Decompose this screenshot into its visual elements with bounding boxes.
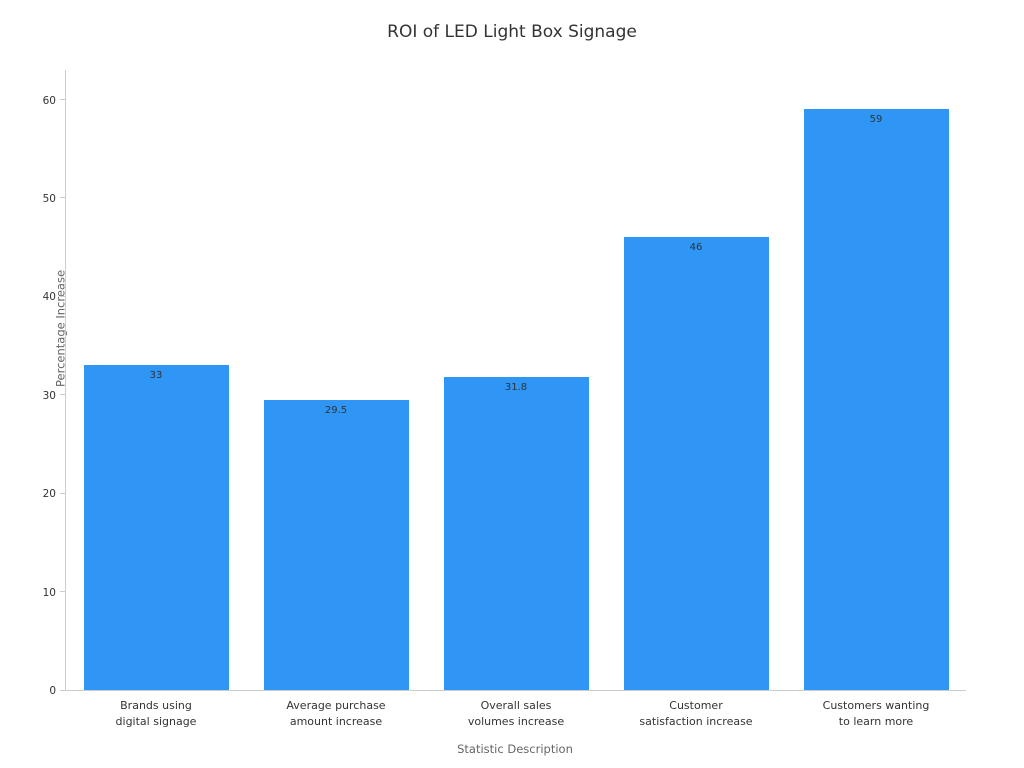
bar-value-label: 31.8 [504,382,528,394]
y-tick-mark [60,492,66,494]
x-tick-label: Average purchase amount increase [286,699,386,728]
x-tick-label: Customer satisfaction increase [639,699,753,728]
bar: 46 [623,237,769,690]
bar-value-label: 33 [149,370,163,382]
y-tick-mark [60,295,66,297]
y-tick-mark [60,591,66,593]
bar: 59 [803,109,949,690]
bar: 31.8 [443,377,589,690]
bar-value-label: 46 [689,242,703,254]
y-tick-mark [60,689,66,691]
x-tick-label: Brands using digital signage [115,699,197,728]
y-tick-mark [60,197,66,199]
bar-value-label: 59 [869,114,883,126]
y-tick-label: 40 [42,291,56,304]
y-tick-label: 30 [42,389,56,402]
y-tick-label: 50 [42,192,56,205]
x-tick-label: Overall sales volumes increase [467,699,565,728]
x-tick-label: Customers wanting to learn more [822,699,930,728]
plot-area: 0 10 20 30 40 50 60 33 Brands using digital sign… [43,70,966,728]
x-axis-label: Statistic Description [457,742,573,756]
y-tick-label: 20 [42,488,56,501]
y-tick-label: 0 [49,685,56,697]
y-tick-mark [60,99,66,101]
bar-value-label: 29.5 [324,404,348,416]
y-tick-label: 10 [42,586,56,599]
bar: 33 [83,365,229,690]
chart-title: ROI of LED Light Box Signage [387,22,637,42]
bar: 29.5 [263,399,409,690]
y-tick-mark [60,394,66,396]
y-tick-label: 60 [42,94,56,107]
